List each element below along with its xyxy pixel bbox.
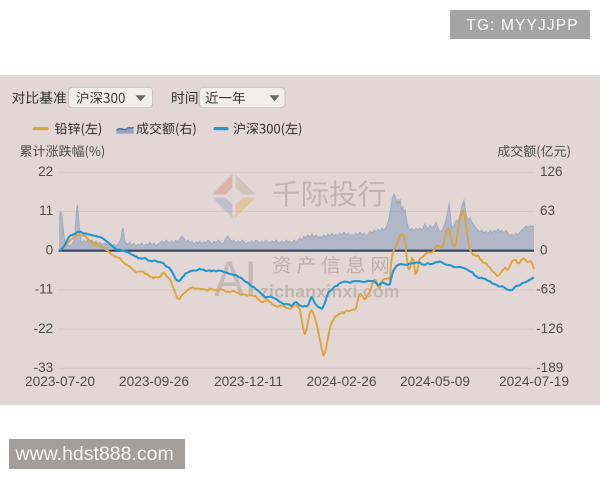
svg-text:2023-09-26: 2023-09-26: [119, 374, 189, 389]
svg-text:AI: AI: [214, 251, 257, 307]
svg-text:0: 0: [46, 242, 54, 257]
svg-text:2023-07-20: 2023-07-20: [25, 374, 95, 389]
svg-text:2023-12-11: 2023-12-11: [214, 374, 283, 389]
svg-text:11: 11: [39, 203, 53, 218]
svg-text:-126: -126: [536, 321, 563, 336]
svg-text:-33: -33: [34, 360, 54, 375]
svg-text:-22: -22: [34, 321, 54, 336]
svg-text:2024-07-19: 2024-07-19: [499, 374, 569, 389]
svg-text:-189: -189: [536, 360, 563, 375]
svg-text:126: 126: [540, 164, 563, 179]
svg-text:2024-02-26: 2024-02-26: [306, 374, 376, 389]
svg-text:-63: -63: [536, 282, 556, 297]
svg-text:0: 0: [540, 242, 548, 257]
svg-text:-11: -11: [35, 282, 54, 297]
svg-text:22: 22: [38, 164, 53, 179]
svg-text:2024-05-09: 2024-05-09: [400, 374, 470, 389]
svg-text:63: 63: [540, 203, 555, 218]
